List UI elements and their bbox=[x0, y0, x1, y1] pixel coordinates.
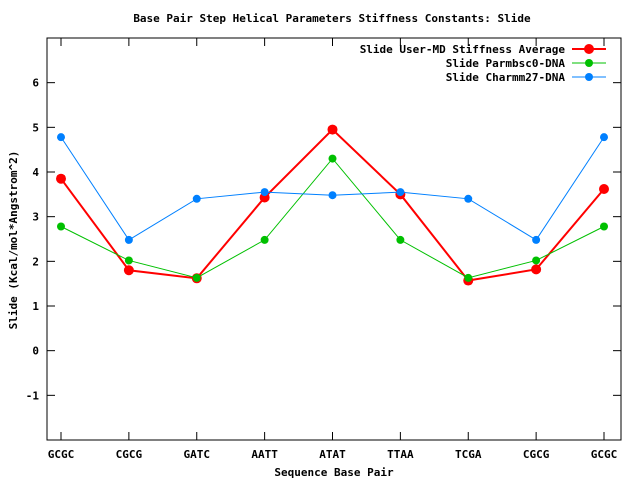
plot-frame bbox=[46, 37, 622, 441]
data-point bbox=[532, 256, 541, 265]
legend-label: Slide User-MD Stiffness Average bbox=[360, 43, 566, 56]
data-point bbox=[599, 183, 609, 194]
data-point bbox=[192, 194, 201, 203]
series-line bbox=[60, 128, 605, 282]
data-point bbox=[57, 133, 65, 142]
legend-swatch-point bbox=[584, 44, 594, 54]
y-tick-label: -1 bbox=[26, 389, 40, 402]
data-point bbox=[396, 188, 405, 197]
data-point bbox=[260, 188, 269, 197]
x-tick-label: AATT bbox=[251, 448, 278, 461]
legend-label: Slide Parmbsc0-DNA bbox=[446, 57, 566, 70]
y-axis-label: Slide (Kcal/mol*Angstrom^2) bbox=[7, 151, 20, 330]
series-line bbox=[60, 157, 605, 279]
legend-swatch-point bbox=[585, 59, 593, 67]
x-axis-label: Sequence Base Pair bbox=[274, 466, 394, 479]
x-tick-label: ATAT bbox=[319, 448, 346, 461]
y-tick-label: 1 bbox=[32, 300, 39, 313]
data-point bbox=[464, 273, 473, 282]
x-tick-label: GCGC bbox=[48, 448, 75, 461]
y-tick-label: 5 bbox=[32, 121, 39, 134]
data-point bbox=[532, 235, 541, 244]
data-point bbox=[56, 173, 66, 184]
data-point bbox=[600, 133, 608, 142]
y-tick-label: 3 bbox=[32, 211, 39, 224]
data-point bbox=[260, 235, 269, 244]
data-point bbox=[192, 273, 201, 282]
data-point bbox=[531, 264, 542, 275]
data-point bbox=[57, 222, 65, 231]
data-point bbox=[396, 235, 405, 244]
series-3 bbox=[57, 133, 608, 244]
plot-series bbox=[56, 124, 609, 286]
y-tick-label: 4 bbox=[32, 166, 39, 179]
series-line bbox=[60, 136, 605, 241]
legend-swatch-point bbox=[585, 73, 593, 81]
y-tick-label: 2 bbox=[32, 255, 39, 268]
data-point bbox=[328, 191, 337, 200]
x-tick-label: TTAA bbox=[387, 448, 414, 461]
x-axis-ticks: GCGC CGCG GATC AATT ATAT TTAA TCGA CGCG GCGC bbox=[48, 38, 618, 461]
data-point bbox=[124, 256, 133, 265]
data-point bbox=[328, 154, 337, 163]
series-1 bbox=[56, 124, 609, 286]
data-point bbox=[600, 222, 608, 231]
x-tick-label: GATC bbox=[184, 448, 211, 461]
y-tick-label: 6 bbox=[32, 77, 39, 90]
data-point bbox=[124, 235, 133, 244]
legend-label: Slide Charmm27-DNA bbox=[446, 71, 566, 84]
x-tick-label: GCGC bbox=[591, 448, 618, 461]
data-point bbox=[327, 124, 338, 135]
series-2 bbox=[57, 154, 608, 282]
x-tick-label: CGCG bbox=[523, 448, 550, 461]
x-tick-label: CGCG bbox=[116, 448, 143, 461]
x-tick-label: TCGA bbox=[455, 448, 482, 461]
chart-title: Base Pair Step Helical Parameters Stiffn… bbox=[133, 12, 531, 25]
data-point bbox=[464, 194, 473, 203]
y-axis-ticks: -1 0 1 2 3 4 5 6 bbox=[26, 77, 621, 402]
y-tick-label: 0 bbox=[32, 345, 39, 358]
data-point bbox=[123, 265, 134, 276]
